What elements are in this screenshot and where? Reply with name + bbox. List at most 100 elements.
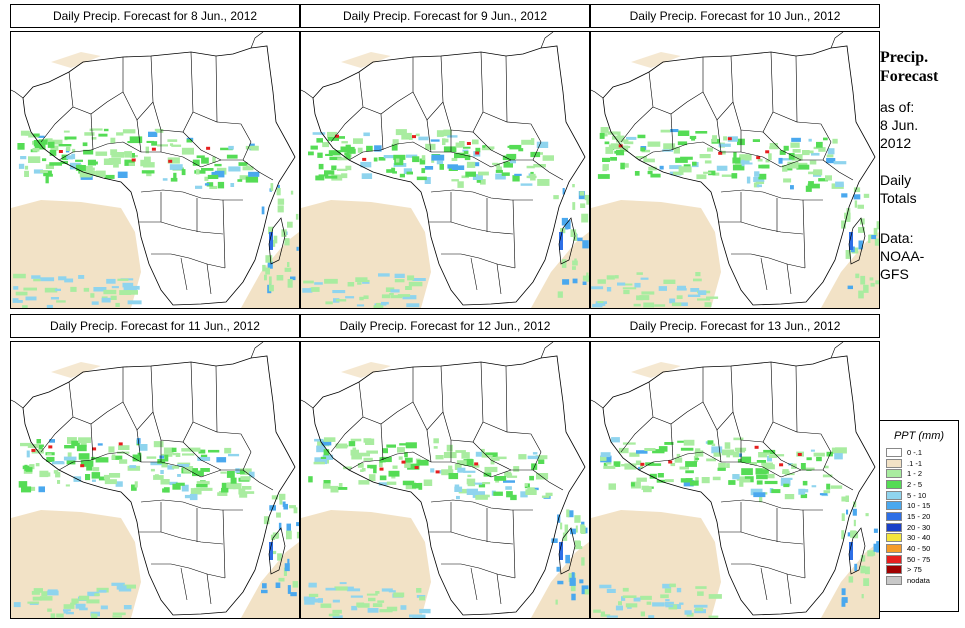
rain-cell — [756, 184, 762, 188]
rain-cell — [361, 468, 366, 472]
rain-cell — [196, 481, 210, 485]
country-border — [760, 257, 768, 291]
rain-cell — [332, 609, 342, 614]
rain-cell — [86, 167, 95, 171]
rain-cell — [308, 584, 317, 587]
rain-cell — [600, 456, 607, 461]
rain-cell — [706, 458, 716, 462]
rain-cell — [433, 446, 438, 449]
rain-cell — [91, 128, 103, 131]
rain-cell — [636, 477, 647, 482]
rain-cell — [556, 566, 560, 572]
rain-cell — [582, 275, 588, 281]
rain-cell — [21, 486, 32, 493]
country-border — [426, 429, 432, 463]
rain-cell — [15, 291, 28, 296]
legend-swatch — [886, 533, 902, 543]
rain-cell — [768, 454, 778, 458]
legend-label: 0 -.1 — [907, 447, 923, 457]
country-border — [496, 573, 502, 605]
rain-cell — [338, 487, 348, 490]
rain-cell — [782, 470, 790, 474]
rain-cell — [694, 609, 706, 614]
rain-cell — [392, 171, 397, 174]
rain-cell — [845, 217, 851, 222]
rain-cell — [67, 437, 77, 444]
forecast-map — [300, 341, 590, 619]
rain-cell — [435, 455, 444, 460]
rain-cell — [561, 259, 567, 268]
country-border — [429, 531, 514, 545]
country-border — [222, 509, 226, 579]
country-border — [772, 55, 798, 123]
country-border — [780, 469, 802, 478]
rain-cell — [32, 140, 36, 145]
rain-cell — [87, 591, 99, 597]
rain-cell — [701, 477, 710, 484]
rain-cell — [647, 141, 661, 147]
rain-cell — [117, 278, 129, 281]
rain-cell — [41, 591, 48, 597]
rain-cell — [26, 450, 30, 458]
rain-cell — [98, 133, 108, 137]
rain-cell — [111, 152, 124, 158]
rain-cell — [765, 159, 770, 163]
rain-cell — [863, 578, 870, 586]
data-source-line: GFS — [880, 266, 909, 282]
heavy-rain-cell — [414, 466, 419, 469]
rain-cell — [495, 456, 507, 460]
rain-cell — [308, 593, 319, 597]
rain-cell — [157, 144, 168, 147]
rain-cell — [533, 164, 546, 168]
rain-cell — [467, 483, 476, 487]
heavy-rain-cell — [718, 151, 723, 155]
rain-cell — [475, 451, 482, 457]
rain-cell — [92, 467, 100, 472]
rain-cell — [851, 247, 859, 254]
rain-cell — [311, 598, 321, 603]
heavy-rain-cell — [335, 134, 339, 138]
rain-cell — [46, 304, 53, 308]
rain-cell — [713, 452, 722, 457]
rain-cell — [677, 285, 686, 291]
rain-cell — [323, 449, 330, 456]
rain-cell — [269, 276, 272, 285]
rain-cell — [404, 452, 408, 458]
rain-cell — [476, 180, 481, 183]
rain-cell — [123, 605, 132, 610]
rain-cell — [718, 143, 731, 147]
rain-cell — [853, 187, 861, 193]
country-border — [470, 257, 478, 291]
rain-cell — [663, 143, 676, 150]
country-border — [58, 451, 202, 478]
rain-cell — [374, 145, 382, 152]
rain-cell — [308, 476, 313, 483]
heavy-rain-cell — [475, 151, 480, 155]
rain-cell — [875, 280, 879, 285]
rain-cell — [689, 135, 697, 139]
country-border — [638, 141, 782, 168]
rain-cell — [673, 171, 684, 175]
rain-cell — [447, 135, 458, 138]
rain-cell — [23, 287, 37, 291]
rain-cell — [230, 183, 235, 187]
rain-cell — [664, 588, 672, 593]
rain-cell — [40, 277, 55, 282]
rain-cell — [245, 145, 258, 150]
rain-cell — [170, 177, 178, 182]
rain-cell — [624, 463, 637, 470]
rain-cell — [214, 170, 225, 178]
heavy-rain-cell — [412, 135, 416, 139]
rain-cell — [313, 461, 325, 465]
legend-label: 20 - 30 — [907, 522, 931, 532]
rain-cell — [63, 130, 70, 133]
rain-cell — [172, 483, 181, 490]
country-border — [206, 263, 212, 295]
rain-cell — [32, 148, 40, 152]
panel-title: Daily Precip. Forecast for 8 Jun., 2012 — [10, 4, 300, 28]
rain-cell — [287, 279, 293, 288]
country-border — [532, 469, 564, 491]
rain-cell — [711, 446, 723, 454]
rain-cell — [63, 609, 71, 612]
rain-cell — [284, 563, 290, 572]
